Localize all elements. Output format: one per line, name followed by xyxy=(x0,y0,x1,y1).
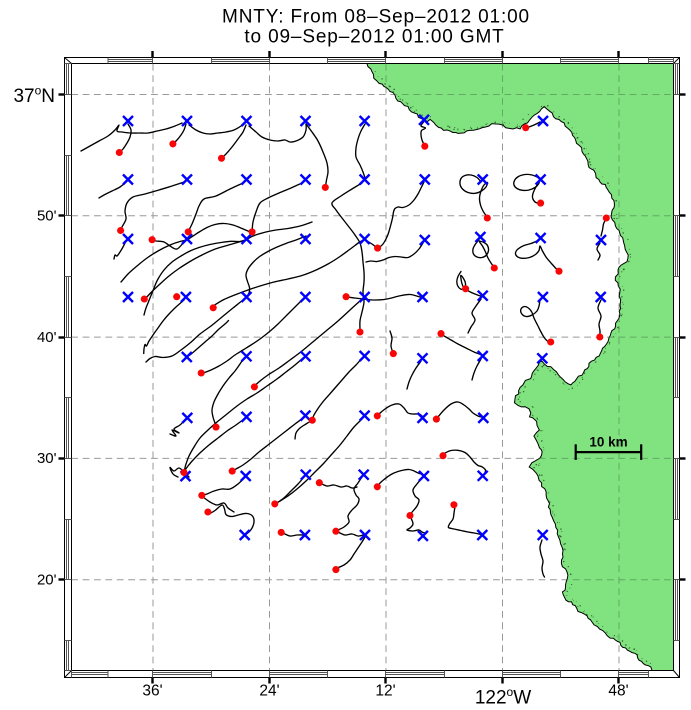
svg-text:50': 50' xyxy=(37,208,57,225)
svg-text:10 km: 10 km xyxy=(589,435,627,450)
svg-text:37oN: 37oN xyxy=(13,84,55,108)
svg-text:to 09–Sep–2012 01:00 GMT: to 09–Sep–2012 01:00 GMT xyxy=(244,26,504,47)
svg-text:20': 20' xyxy=(37,572,57,589)
svg-text:24': 24' xyxy=(259,683,279,700)
svg-text:48': 48' xyxy=(608,683,628,700)
svg-text:122oW: 122oW xyxy=(475,685,531,709)
svg-text:12': 12' xyxy=(375,683,395,700)
svg-text:30': 30' xyxy=(37,450,57,467)
svg-text:MNTY: From 08–Sep–2012 01:00: MNTY: From 08–Sep–2012 01:00 xyxy=(222,7,530,28)
svg-text:40': 40' xyxy=(37,329,57,346)
svg-text:36': 36' xyxy=(142,683,162,700)
